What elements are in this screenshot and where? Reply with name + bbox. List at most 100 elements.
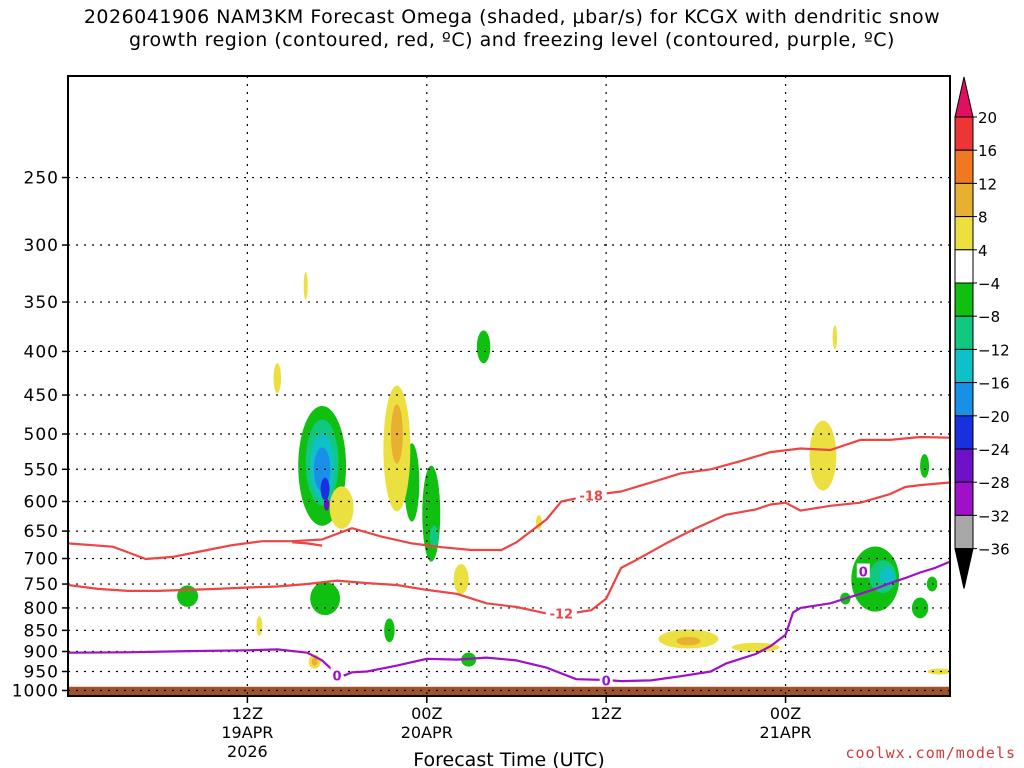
pressure-tick-label: 750 bbox=[24, 575, 59, 595]
omega-region bbox=[927, 668, 950, 675]
chart-title-line-2: growth region (contoured, red, ºC) and f… bbox=[129, 29, 895, 51]
colorbar-label: 20 bbox=[978, 109, 997, 127]
ground-layer bbox=[68, 686, 950, 696]
colorbar-label: −16 bbox=[978, 375, 1010, 393]
colorbar-band bbox=[954, 282, 974, 317]
time-tick-label: 00Z bbox=[411, 704, 442, 723]
colorbar-label: −8 bbox=[978, 308, 1000, 326]
gridlines bbox=[68, 76, 950, 696]
pressure-tick-label: 950 bbox=[24, 663, 59, 683]
colorbar-label: −20 bbox=[978, 408, 1010, 426]
contour-line bbox=[68, 435, 950, 561]
omega-region bbox=[972, 585, 982, 623]
omega-region bbox=[320, 477, 330, 501]
time-tick-label: 20APR bbox=[401, 723, 453, 742]
omega-region bbox=[476, 330, 491, 364]
pressure-tick-label: 550 bbox=[24, 460, 59, 480]
omega-region bbox=[329, 486, 354, 529]
pressure-tick-label: 300 bbox=[24, 236, 59, 256]
contour-label: 0 bbox=[859, 566, 868, 581]
pressure-tick-label: 800 bbox=[24, 599, 59, 619]
contour-line bbox=[292, 541, 323, 547]
contour-label: 0 bbox=[602, 674, 611, 689]
colorbar-band bbox=[954, 182, 974, 218]
contour-layer: -18 -12 0 0 0 bbox=[68, 435, 950, 689]
omega-region bbox=[731, 642, 780, 652]
pressure-tick-label: 500 bbox=[24, 425, 59, 445]
pressure-tick-label: 350 bbox=[24, 293, 59, 313]
plot-frame bbox=[67, 75, 951, 697]
colorbar-band bbox=[954, 348, 974, 384]
time-tick-label: 12Z bbox=[232, 704, 263, 723]
colorbar-top-arrow bbox=[954, 76, 974, 118]
contour-label-bg bbox=[545, 605, 577, 620]
omega-region bbox=[968, 563, 986, 634]
contour-label: -12 bbox=[550, 607, 574, 622]
time-tick-label: 2026 bbox=[227, 742, 268, 761]
colorbar-label: −28 bbox=[978, 474, 1010, 492]
omega-region bbox=[676, 636, 701, 646]
colorbar-band bbox=[954, 415, 974, 450]
colorbar-band bbox=[954, 448, 974, 483]
contour-label-bg bbox=[575, 487, 607, 502]
contour-label-bg bbox=[330, 667, 344, 682]
omega-region bbox=[920, 454, 930, 478]
colorbar-band bbox=[954, 481, 974, 516]
colorbar-label: −12 bbox=[978, 341, 1010, 359]
omega-region bbox=[310, 581, 341, 616]
omega-region bbox=[311, 657, 318, 666]
pressure-tick-label: 700 bbox=[24, 550, 59, 570]
time-tick-label: 12Z bbox=[591, 704, 622, 723]
pressure-tick-label: 250 bbox=[24, 169, 59, 189]
ground-terrain bbox=[68, 686, 950, 696]
colorbar-band bbox=[954, 149, 974, 184]
colorbar-label: 4 bbox=[978, 242, 988, 260]
omega-shading-layer bbox=[177, 272, 986, 676]
omega-region bbox=[879, 567, 895, 586]
omega-region bbox=[303, 272, 308, 300]
pressure-tick-label: 850 bbox=[24, 621, 59, 641]
colorbar-band bbox=[954, 382, 974, 417]
pressure-tick-label: 1000 bbox=[12, 681, 59, 701]
colorbar-band bbox=[954, 315, 974, 350]
contour-line bbox=[68, 481, 950, 615]
contour-label-bg bbox=[599, 672, 613, 687]
omega-region bbox=[911, 597, 929, 619]
time-tick-label: 00Z bbox=[770, 704, 801, 723]
contour-line bbox=[68, 560, 950, 683]
colorbar-band bbox=[954, 116, 974, 151]
omega-region bbox=[273, 363, 282, 394]
time-tick-label: 19APR bbox=[221, 723, 273, 742]
contour-label: -18 bbox=[579, 489, 603, 504]
contour-label-bg bbox=[856, 563, 870, 578]
colorbar-label: −4 bbox=[978, 275, 1000, 293]
colorbar-band bbox=[954, 216, 974, 251]
colorbar-label: 16 bbox=[978, 142, 997, 160]
omega-region bbox=[832, 325, 838, 350]
chart-title-line-1: 2026041906 NAM3KM Forecast Omega (shaded… bbox=[83, 6, 941, 28]
colorbar-band bbox=[954, 514, 974, 550]
omega-colorbar: 20 16 12 8 4 −4 −8 −12 −16 −20 −24 −28 −32 −36 bbox=[954, 76, 1010, 589]
omega-region bbox=[809, 420, 837, 491]
pressure-tick-label: 400 bbox=[24, 342, 59, 362]
colorbar-label: −32 bbox=[978, 507, 1010, 525]
omega-region bbox=[256, 616, 263, 636]
colorbar-label: 8 bbox=[978, 209, 988, 227]
omega-region bbox=[975, 596, 979, 610]
site-credit: coolwx.com/models bbox=[845, 744, 1016, 762]
omega-region bbox=[429, 525, 439, 548]
colorbar-label: −24 bbox=[978, 441, 1010, 459]
omega-region bbox=[960, 668, 969, 676]
x-axis-label: Forecast Time (UTC) bbox=[413, 749, 604, 768]
pressure-tick-label: 600 bbox=[24, 492, 59, 512]
omega-region bbox=[323, 498, 330, 511]
pressure-axis: 2503003504004505005506006507007508008509… bbox=[12, 169, 68, 701]
colorbar-label: −36 bbox=[978, 541, 1010, 559]
colorbar-label: 12 bbox=[978, 175, 997, 193]
omega-region bbox=[453, 564, 469, 595]
pressure-tick-label: 450 bbox=[24, 386, 59, 406]
time-tick-label: 21APR bbox=[760, 723, 812, 742]
pressure-tick-label: 900 bbox=[24, 643, 59, 663]
